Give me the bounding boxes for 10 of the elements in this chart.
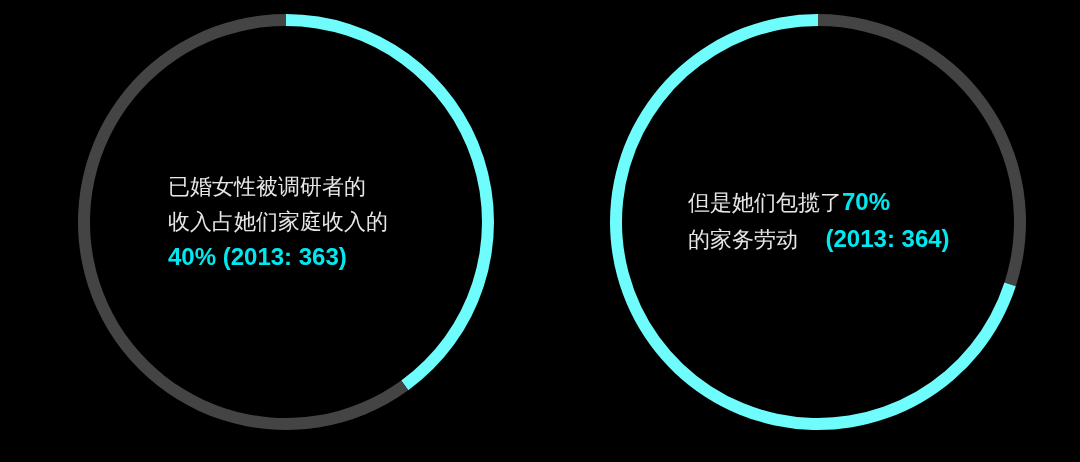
text: 已婚女性被调研者的 xyxy=(168,174,366,199)
donut-slice xyxy=(610,14,1016,430)
text: 收入占她们家庭收入的 xyxy=(168,209,388,234)
text: 70% xyxy=(842,188,891,215)
text: 的家务劳动 xyxy=(688,227,798,252)
text: 但是她们包揽了 xyxy=(688,190,842,215)
donut-slice xyxy=(818,14,1026,287)
donut-slice xyxy=(78,14,409,430)
text: (2013: 364) xyxy=(825,225,950,252)
text: 40% (2013: 363) xyxy=(168,243,347,270)
